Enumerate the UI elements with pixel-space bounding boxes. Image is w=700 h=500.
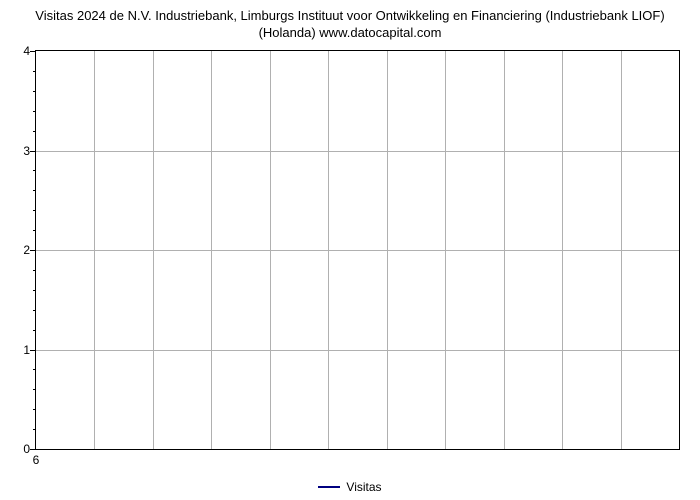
vgrid-line bbox=[211, 51, 212, 449]
y-tick-major bbox=[30, 449, 36, 450]
y-tick-minor bbox=[33, 409, 36, 410]
x-tick-label: 6 bbox=[33, 453, 40, 467]
y-tick-minor bbox=[33, 270, 36, 271]
vgrid-line bbox=[387, 51, 388, 449]
legend-label-visitas: Visitas bbox=[346, 480, 381, 494]
vgrid-line bbox=[621, 51, 622, 449]
y-tick-minor bbox=[33, 190, 36, 191]
vgrid-line bbox=[328, 51, 329, 449]
vgrid-line bbox=[94, 51, 95, 449]
y-tick-minor bbox=[33, 290, 36, 291]
y-tick-major bbox=[30, 151, 36, 152]
legend-swatch-visitas bbox=[318, 486, 340, 488]
vgrid-line bbox=[562, 51, 563, 449]
y-tick-major bbox=[30, 350, 36, 351]
y-tick-minor bbox=[33, 310, 36, 311]
hgrid-line bbox=[36, 350, 679, 351]
vgrid-line bbox=[153, 51, 154, 449]
y-tick-minor bbox=[33, 230, 36, 231]
y-tick-minor bbox=[33, 389, 36, 390]
y-tick-major bbox=[30, 250, 36, 251]
y-tick-label: 3 bbox=[23, 144, 30, 158]
vgrid-line bbox=[504, 51, 505, 449]
vgrid-line bbox=[445, 51, 446, 449]
y-tick-major bbox=[30, 51, 36, 52]
hgrid-line bbox=[36, 151, 679, 152]
chart-container: 012346 bbox=[35, 50, 680, 450]
y-tick-minor bbox=[33, 429, 36, 430]
y-tick-minor bbox=[33, 330, 36, 331]
y-tick-minor bbox=[33, 71, 36, 72]
plot-area: 012346 bbox=[35, 50, 680, 450]
legend: Visitas bbox=[0, 479, 700, 494]
chart-title: Visitas 2024 de N.V. Industriebank, Limb… bbox=[0, 0, 700, 44]
y-tick-minor bbox=[33, 369, 36, 370]
y-tick-minor bbox=[33, 91, 36, 92]
y-tick-minor bbox=[33, 111, 36, 112]
y-tick-minor bbox=[33, 131, 36, 132]
y-tick-label: 1 bbox=[23, 343, 30, 357]
hgrid-line bbox=[36, 250, 679, 251]
y-tick-minor bbox=[33, 170, 36, 171]
y-tick-label: 0 bbox=[23, 442, 30, 456]
y-tick-label: 4 bbox=[23, 44, 30, 58]
vgrid-line bbox=[270, 51, 271, 449]
y-tick-minor bbox=[33, 210, 36, 211]
y-tick-label: 2 bbox=[23, 243, 30, 257]
